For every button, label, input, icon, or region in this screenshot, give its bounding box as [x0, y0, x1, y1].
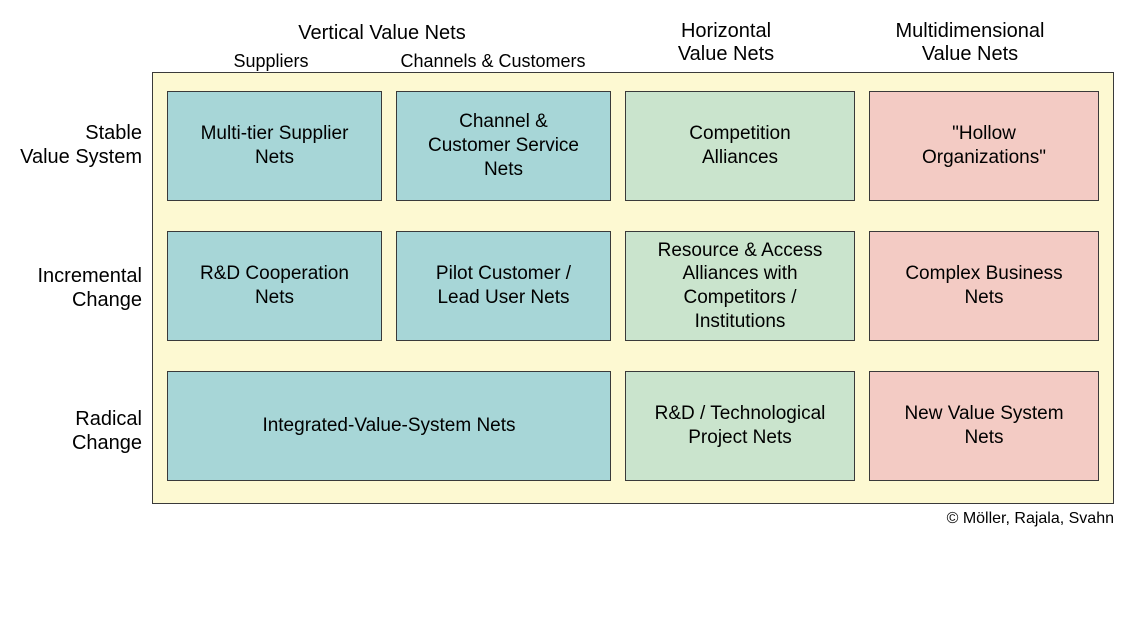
row-label-incremental: Incremental Change	[20, 218, 142, 358]
col-header-vertical: Vertical Value Nets Suppliers Channels &…	[160, 20, 604, 72]
column-headers: Vertical Value Nets Suppliers Channels &…	[160, 20, 1114, 72]
cell-pilot-customer: Pilot Customer / Lead User Nets	[396, 231, 611, 341]
row-labels: Stable Value System Incremental Change R…	[20, 72, 152, 504]
credit-text: © Möller, Rajala, Svahn	[160, 510, 1114, 528]
cell-rd-cooperation: R&D Cooperation Nets	[167, 231, 382, 341]
main-area: Stable Value System Incremental Change R…	[20, 72, 1114, 504]
cell-competition-alliances: Competition Alliances	[625, 91, 855, 201]
cell-resource-access-alliances: Resource & Access Alliances with Competi…	[625, 231, 855, 341]
col-header-vertical-main: Vertical Value Nets	[160, 22, 604, 45]
col-header-multidimensional: Multidimensional Value Nets	[848, 20, 1092, 72]
col-header-multidimensional-text: Multidimensional Value Nets	[848, 20, 1092, 66]
value-nets-matrix: Vertical Value Nets Suppliers Channels &…	[20, 20, 1114, 528]
cell-hollow-organizations: "Hollow Organizations"	[869, 91, 1099, 201]
col-header-channels: Channels & Customers	[382, 51, 604, 72]
cell-channel-customer-service: Channel & Customer Service Nets	[396, 91, 611, 201]
col-header-horizontal: Horizontal Value Nets	[604, 20, 848, 72]
matrix-row-3: Integrated-Value-System Nets R&D / Techn…	[167, 371, 1099, 481]
matrix-row-2: R&D Cooperation Nets Pilot Customer / Le…	[167, 231, 1099, 341]
col-header-suppliers: Suppliers	[160, 51, 382, 72]
cell-complex-business: Complex Business Nets	[869, 231, 1099, 341]
cell-multi-tier-supplier: Multi-tier Supplier Nets	[167, 91, 382, 201]
cell-integrated-value-system: Integrated-Value-System Nets	[167, 371, 611, 481]
row-label-radical: Radical Change	[20, 358, 142, 504]
cell-rd-tech-project: R&D / Technological Project Nets	[625, 371, 855, 481]
cell-new-value-system: New Value System Nets	[869, 371, 1099, 481]
row-label-stable: Stable Value System	[20, 72, 142, 218]
matrix-box: Multi-tier Supplier Nets Channel & Custo…	[152, 72, 1114, 504]
matrix-row-1: Multi-tier Supplier Nets Channel & Custo…	[167, 91, 1099, 201]
col-header-horizontal-text: Horizontal Value Nets	[604, 20, 848, 66]
